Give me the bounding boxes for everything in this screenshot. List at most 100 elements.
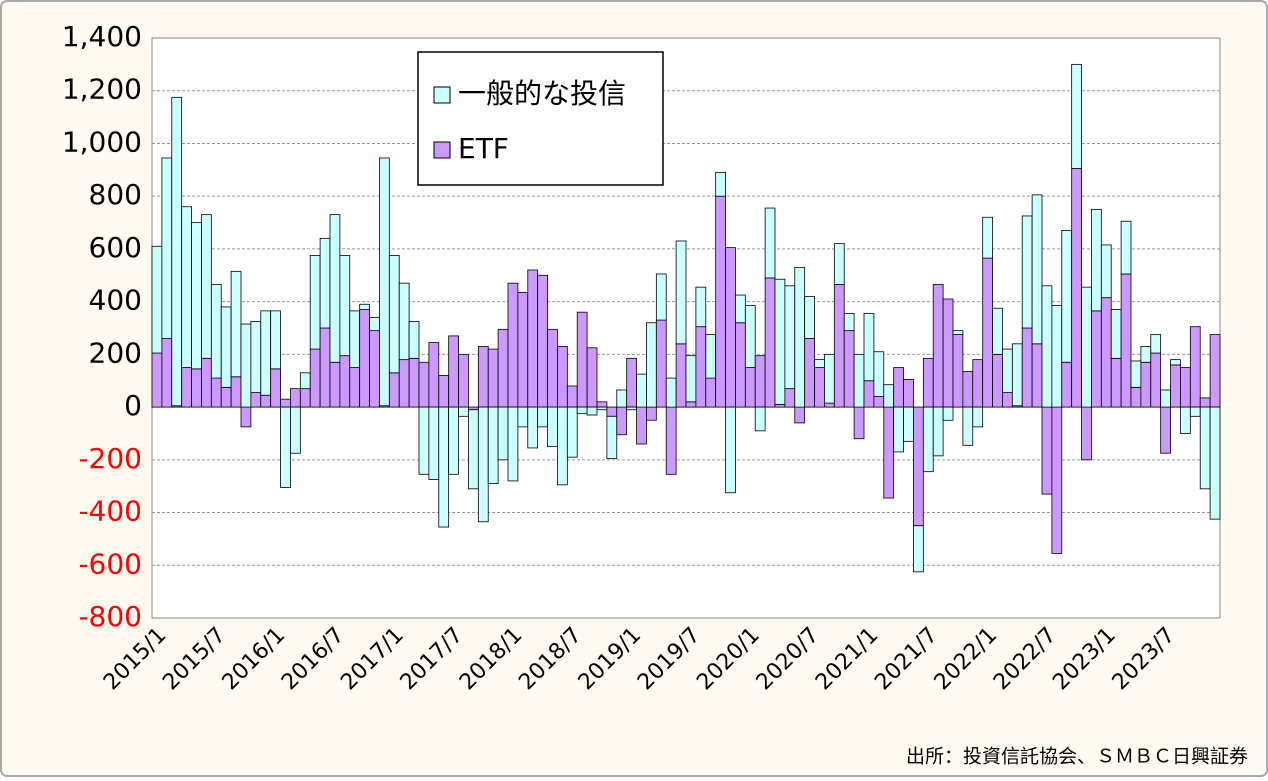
bar	[1140, 361, 1152, 408]
bar	[1180, 406, 1191, 434]
bar	[339, 255, 351, 357]
bar	[1130, 360, 1142, 388]
bar	[616, 389, 628, 408]
bar	[428, 406, 440, 480]
bar	[1209, 406, 1221, 520]
bar	[527, 269, 539, 408]
bar	[270, 368, 281, 408]
bar	[853, 353, 865, 408]
bar	[655, 319, 667, 408]
bar	[784, 388, 796, 408]
legend-swatch	[433, 86, 451, 104]
y-tick-label: 0	[124, 389, 142, 422]
y-tick-label: 1,000	[62, 125, 142, 158]
bar	[863, 313, 875, 382]
bar	[477, 346, 489, 408]
bar	[754, 406, 766, 432]
bar	[1071, 168, 1082, 408]
bar	[942, 406, 954, 421]
bar	[398, 359, 410, 408]
bar	[280, 406, 291, 488]
bar	[408, 357, 420, 408]
bar	[1140, 346, 1152, 363]
bar	[369, 330, 380, 408]
bar	[636, 373, 647, 408]
bar	[1081, 406, 1092, 461]
bar	[606, 415, 618, 459]
bar	[349, 367, 361, 408]
bar	[309, 255, 321, 350]
bar	[992, 353, 1003, 408]
bar	[1031, 194, 1043, 345]
bar	[913, 406, 924, 527]
bar	[586, 347, 598, 408]
bar	[1110, 357, 1122, 408]
bar	[408, 321, 420, 359]
bar	[458, 406, 469, 417]
bar	[319, 327, 331, 408]
bar	[893, 406, 904, 453]
bar	[388, 372, 400, 408]
bar	[487, 348, 499, 408]
bar	[557, 406, 568, 486]
bar	[507, 282, 519, 408]
bar	[873, 396, 885, 408]
bar	[240, 323, 252, 408]
bar	[566, 406, 578, 458]
bar	[873, 351, 885, 397]
bar	[468, 409, 479, 490]
bar	[725, 247, 736, 408]
bar	[794, 266, 806, 408]
bar	[151, 352, 163, 408]
bar	[240, 406, 252, 428]
bar	[1100, 297, 1112, 408]
bar	[260, 394, 272, 408]
bar	[883, 384, 895, 408]
bar	[191, 368, 202, 408]
bar	[962, 371, 974, 408]
bar	[675, 343, 687, 408]
bar	[210, 377, 222, 408]
bar	[230, 376, 242, 408]
bar	[1031, 343, 1043, 408]
bar	[764, 277, 776, 408]
bar	[201, 357, 212, 408]
y-tick-label: -400	[78, 495, 142, 528]
bar	[1209, 334, 1221, 408]
bar	[497, 328, 509, 408]
bar	[359, 303, 370, 310]
bar	[665, 377, 677, 408]
bar	[438, 406, 450, 528]
bar	[1051, 406, 1063, 554]
bar	[853, 406, 865, 440]
source: 出所：投資信託協会、ＳＭＢＣ日興証券	[906, 746, 1248, 768]
bar	[626, 357, 637, 408]
bar	[735, 322, 746, 408]
legend: 一般的な投信 ETF	[417, 51, 664, 186]
bar	[685, 355, 697, 403]
bar	[161, 157, 173, 339]
bar	[517, 292, 529, 408]
bar	[794, 406, 806, 424]
bar	[843, 330, 855, 408]
bar	[982, 216, 993, 259]
bar	[398, 282, 410, 361]
bar	[804, 338, 815, 408]
bar	[646, 322, 657, 408]
bar	[932, 284, 944, 408]
bar	[715, 195, 726, 408]
bar	[1100, 244, 1112, 299]
bar	[952, 330, 964, 335]
bar	[1061, 361, 1073, 408]
bar	[715, 172, 726, 197]
bar	[329, 214, 341, 363]
bar	[735, 294, 746, 324]
bar	[1002, 392, 1013, 408]
bar	[1160, 389, 1171, 408]
bar	[596, 406, 608, 411]
bar	[833, 243, 845, 285]
bar	[665, 406, 677, 475]
bar	[1150, 334, 1162, 354]
y-tick-label: 600	[89, 231, 142, 264]
bar	[863, 380, 875, 408]
